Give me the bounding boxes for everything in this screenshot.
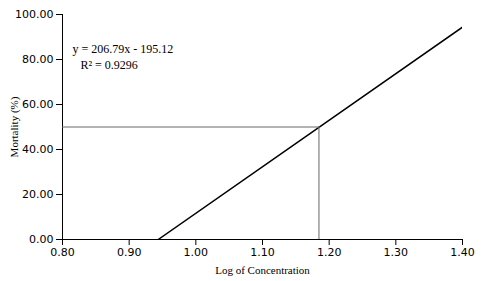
svg-text:0.00: 0.00: [29, 233, 54, 246]
svg-text:80.00: 80.00: [22, 53, 54, 66]
svg-text:40.00: 40.00: [22, 143, 54, 156]
svg-text:60.00: 60.00: [22, 98, 54, 111]
svg-text:1.00: 1.00: [184, 246, 209, 259]
svg-text:1.10: 1.10: [250, 246, 275, 259]
svg-text:0.80: 0.80: [50, 246, 75, 259]
svg-text:y = 206.79x - 195.12: y = 206.79x - 195.12: [73, 42, 174, 56]
svg-text:100.00: 100.00: [15, 8, 54, 21]
svg-text:Mortality (%): Mortality (%): [8, 96, 21, 157]
svg-text:1.40: 1.40: [450, 246, 475, 259]
svg-text:R² = 0.9296: R² = 0.9296: [81, 58, 138, 72]
svg-text:Log of Concentration: Log of Concentration: [215, 264, 310, 276]
svg-text:0.90: 0.90: [117, 246, 142, 259]
svg-text:1.30: 1.30: [384, 246, 409, 259]
svg-text:20.00: 20.00: [22, 188, 54, 201]
svg-text:1.20: 1.20: [317, 246, 342, 259]
